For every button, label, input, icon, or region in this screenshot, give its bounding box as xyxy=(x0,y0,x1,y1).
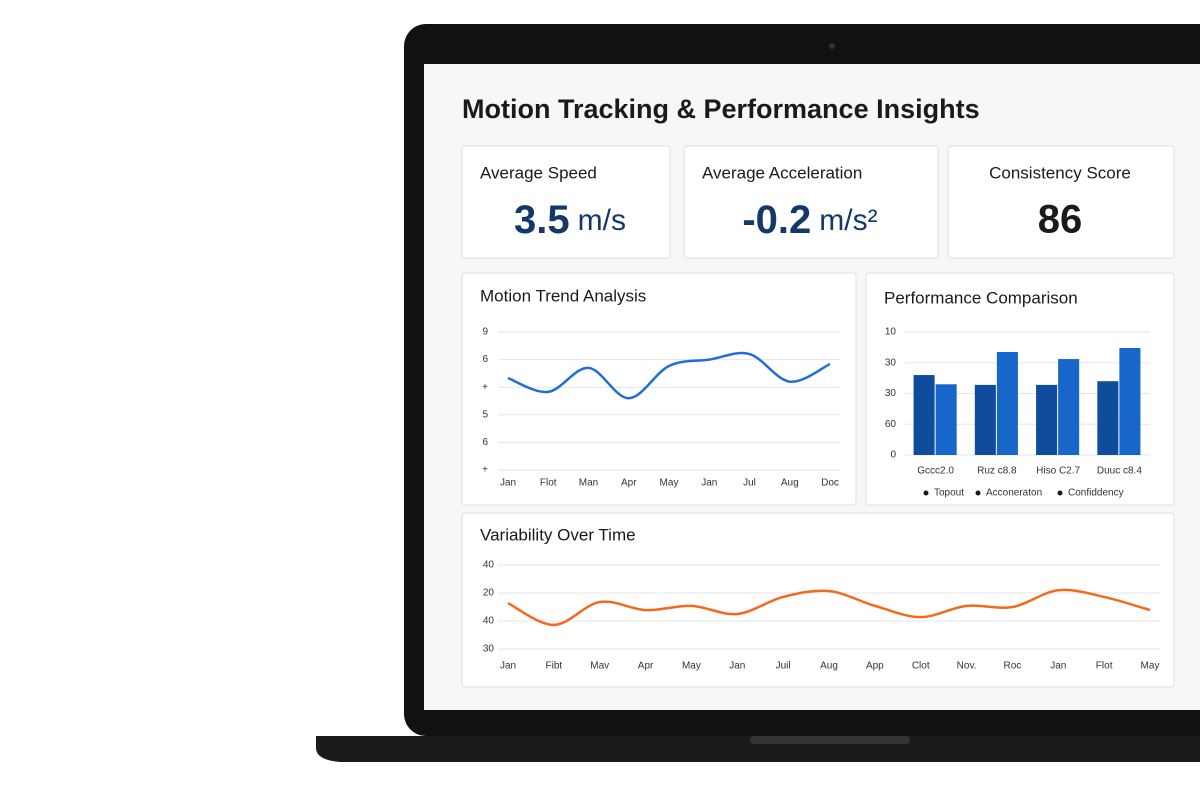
bar xyxy=(1119,347,1141,455)
y-tick-label: 5 xyxy=(482,409,488,420)
y-tick-label: 0 xyxy=(890,450,896,461)
x-tick-label: App xyxy=(866,661,884,672)
chart-title: Motion Trend Analysis xyxy=(480,286,646,305)
bar xyxy=(1058,359,1080,455)
y-tick-label: + xyxy=(482,465,488,476)
kpi-label: Average Speed xyxy=(480,163,597,182)
chart-title: Variability Over Time xyxy=(480,525,636,544)
chart-card xyxy=(461,272,857,506)
x-tick-label: Hiso C2.7 xyxy=(1036,466,1080,477)
x-tick-label: Mav xyxy=(590,661,609,672)
x-tick-label: Aug xyxy=(781,478,799,489)
x-tick-label: Flot xyxy=(540,478,557,489)
x-tick-label: Ruz c8.8 xyxy=(977,466,1017,477)
chart-card xyxy=(461,512,1175,688)
x-tick-label: Gccc2.0 xyxy=(917,466,954,477)
y-tick-label: 10 xyxy=(885,327,897,338)
bar xyxy=(1036,384,1058,455)
bar xyxy=(1097,381,1119,455)
x-tick-label: Roc xyxy=(1004,661,1022,672)
legend-label: Topout xyxy=(934,488,964,499)
x-tick-label: May xyxy=(682,661,701,672)
bar xyxy=(913,375,935,455)
laptop-base xyxy=(316,736,1200,762)
x-tick-label: Jan xyxy=(729,661,745,672)
y-tick-label: 30 xyxy=(885,388,897,399)
x-tick-label: Apr xyxy=(621,478,637,489)
chart-title: Performance Comparison xyxy=(884,288,1078,307)
line-series xyxy=(507,588,1151,627)
line-series xyxy=(507,351,831,400)
legend-dot xyxy=(923,490,929,496)
x-tick-label: May xyxy=(1141,661,1160,672)
kpi-label: Consistency Score xyxy=(989,163,1131,182)
x-tick-label: Jan xyxy=(500,478,516,489)
x-tick-label: Nov. xyxy=(957,661,977,672)
dashboard-title: Motion Tracking & Performance Insights xyxy=(462,94,980,124)
kpi-unit: m/s² xyxy=(819,204,877,237)
kpi-card xyxy=(947,145,1175,259)
x-tick-label: Juil xyxy=(776,661,791,672)
kpi-label: Average Acceleration xyxy=(702,163,862,182)
y-tick-label: + xyxy=(482,382,488,393)
legend-label: Confiddency xyxy=(1068,488,1124,499)
kpi-number: 3.5 xyxy=(514,198,570,242)
y-tick-label: 40 xyxy=(483,616,495,627)
y-tick-label: 30 xyxy=(483,644,495,655)
x-tick-label: Doc xyxy=(821,478,839,489)
legend-label: Acconeraton xyxy=(986,488,1042,499)
x-tick-label: Apr xyxy=(638,661,654,672)
x-tick-label: Flot xyxy=(1096,661,1113,672)
x-tick-label: Jan xyxy=(701,478,717,489)
kpi-value: -0.2 m/s² xyxy=(742,198,877,242)
x-tick-label: Aug xyxy=(820,661,838,672)
x-tick-label: Clot xyxy=(912,661,930,672)
y-tick-label: 6 xyxy=(482,354,488,365)
bar xyxy=(996,351,1018,455)
bar xyxy=(974,384,996,455)
camera xyxy=(829,43,835,49)
legend-dot xyxy=(1057,490,1063,496)
kpi-unit: m/s xyxy=(578,204,626,237)
x-tick-label: Jul xyxy=(743,478,756,489)
x-tick-label: Fibt xyxy=(546,661,563,672)
kpi-number: 86 xyxy=(1038,198,1083,242)
y-tick-label: 6 xyxy=(482,437,488,448)
y-tick-label: 40 xyxy=(483,560,495,571)
x-tick-label: Jan xyxy=(1050,661,1066,672)
x-tick-label: Jan xyxy=(500,661,516,672)
kpi-card xyxy=(683,145,939,259)
y-tick-label: 60 xyxy=(885,419,897,430)
y-tick-label: 30 xyxy=(885,357,897,368)
y-tick-label: 20 xyxy=(483,588,495,599)
hinge-notch xyxy=(750,736,910,744)
x-tick-label: Duuc c8.4 xyxy=(1097,466,1142,477)
legend-dot xyxy=(975,490,981,496)
x-tick-label: Man xyxy=(579,478,598,489)
bar xyxy=(935,384,957,455)
kpi-card xyxy=(461,145,671,259)
kpi-value: 3.5 m/s xyxy=(514,198,626,242)
x-tick-label: May xyxy=(660,478,679,489)
kpi-number: -0.2 xyxy=(742,198,811,242)
y-tick-label: 9 xyxy=(482,327,488,338)
